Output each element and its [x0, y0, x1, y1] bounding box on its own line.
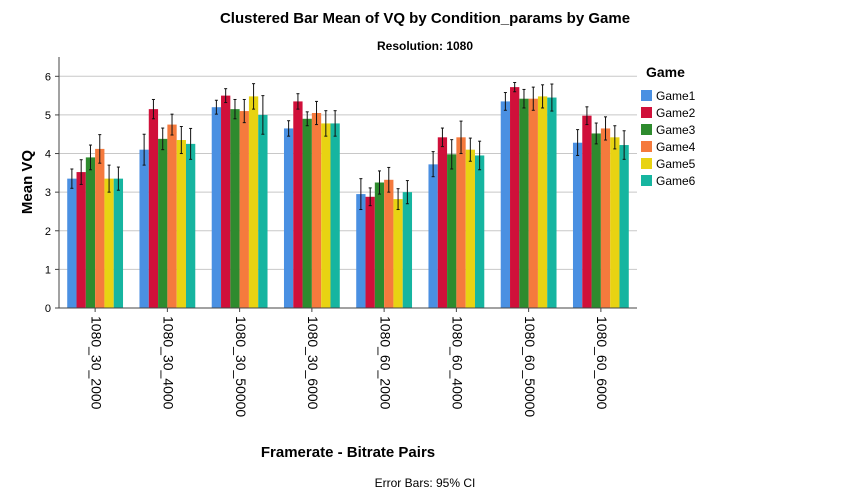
bar-game2-1080_30_6000 [293, 101, 303, 309]
y-tick-label: 5 [45, 110, 51, 122]
bar-game2-1080_60_4000 [437, 137, 448, 308]
legend-label-game4: Game4 [656, 140, 696, 154]
legend-items: Game1 Game2 Game3 Game4 Game5 Game6 [641, 89, 696, 188]
legend-swatch-game2 [641, 107, 652, 118]
bar-game1-1080_30_4000 [139, 149, 149, 308]
footnote: Error Bars: 95% CI [375, 476, 476, 490]
bar-game5-1080_30_4000 [176, 140, 186, 308]
y-tick-label: 0 [45, 303, 51, 315]
bar-game3-1080_30_6000 [302, 118, 312, 309]
legend: Game Game1 Game2 Game3 Game4 Game5 Game6 [641, 64, 696, 188]
x-tick-label: 1080_30_6000 [305, 316, 321, 410]
bar-game2-1080_60_2000 [365, 196, 375, 308]
bar-game5-1080_60_2000 [393, 199, 403, 308]
legend-label-game3: Game3 [656, 123, 696, 137]
y-axis-title: Mean VQ [19, 150, 36, 215]
y-tick-label: 6 [45, 71, 51, 83]
legend-swatch-game4 [641, 141, 652, 152]
bar-game2-1080_30_4000 [148, 109, 159, 308]
bar-game3-1080_60_6000 [591, 133, 601, 308]
bar-game6-1080_30_2000 [113, 178, 124, 308]
y-tick-label: 1 [45, 264, 51, 276]
bar-game5-1080_30_2000 [104, 178, 114, 308]
bar-game3-1080_60_50000 [519, 98, 529, 308]
bar-game1-1080_60_2000 [356, 194, 366, 308]
bars [67, 87, 629, 309]
y-tick-label: 4 [45, 149, 51, 161]
x-tick-label: 1080_30_4000 [161, 316, 177, 410]
y-axis-ticks: 0 1 2 3 4 5 6 [45, 71, 59, 315]
bar-game3-1080_30_2000 [85, 157, 96, 308]
bar-game5-1080_60_6000 [610, 137, 620, 308]
bar-game6-1080_30_6000 [330, 123, 340, 309]
bar-game5-1080_30_50000 [248, 96, 259, 308]
bar-game1-1080_60_6000 [572, 142, 583, 308]
bar-game6-1080_60_4000 [474, 155, 485, 308]
bar-game5-1080_30_6000 [321, 123, 331, 309]
x-tick-label: 1080_60_50000 [522, 316, 538, 417]
legend-label-game6: Game6 [656, 174, 696, 188]
error-bars [70, 81, 626, 211]
x-axis-ticks: 1080_30_2000 1080_30_4000 1080_30_50000 108… [88, 308, 610, 417]
bar-game6-1080_60_6000 [619, 145, 629, 308]
x-tick-label: 1080_60_2000 [377, 316, 393, 410]
bar-game1-1080_30_6000 [283, 128, 294, 308]
y-tick-label: 2 [45, 226, 51, 238]
bar-game6-1080_30_50000 [258, 114, 268, 308]
bar-game2-1080_60_6000 [582, 115, 592, 309]
bar-game6-1080_30_4000 [185, 143, 196, 308]
chart-title: Clustered Bar Mean of VQ by Condition_pa… [220, 10, 630, 27]
bar-game1-1080_30_2000 [67, 178, 77, 308]
bar-game1-1080_60_4000 [428, 164, 438, 308]
bar-game4-1080_60_4000 [456, 137, 466, 308]
bar-game2-1080_30_2000 [76, 172, 86, 308]
bar-game3-1080_30_50000 [230, 109, 240, 308]
bar-game5-1080_60_4000 [465, 149, 475, 308]
bar-game4-1080_60_6000 [600, 128, 611, 308]
legend-swatch-game5 [641, 158, 652, 169]
bar-game4-1080_60_50000 [528, 98, 538, 308]
bar-game3-1080_60_2000 [374, 182, 385, 308]
bar-game4-1080_60_2000 [384, 179, 394, 308]
bar-game2-1080_60_50000 [510, 87, 520, 309]
bar-game3-1080_30_4000 [158, 138, 168, 308]
bar-game4-1080_30_4000 [167, 124, 177, 308]
bar-game4-1080_30_50000 [239, 111, 249, 308]
legend-swatch-game6 [641, 175, 652, 186]
legend-label-game1: Game1 [656, 89, 696, 103]
bar-game5-1080_60_50000 [537, 96, 548, 308]
chart-subtitle: Resolution: 1080 [377, 39, 473, 53]
legend-label-game2: Game2 [656, 106, 696, 120]
bar-game6-1080_60_50000 [547, 97, 557, 309]
x-tick-label: 1080_60_6000 [594, 316, 610, 410]
legend-swatch-game1 [641, 90, 652, 101]
x-tick-label: 1080_30_50000 [233, 316, 249, 417]
x-tick-label: 1080_60_4000 [450, 316, 466, 410]
legend-swatch-game3 [641, 124, 652, 135]
bar-game4-1080_30_2000 [95, 148, 105, 308]
bar-game1-1080_60_50000 [500, 101, 511, 309]
bar-game3-1080_60_4000 [447, 154, 457, 308]
legend-title: Game [646, 64, 685, 80]
bar-game1-1080_30_50000 [211, 107, 222, 308]
bar-game6-1080_60_2000 [402, 192, 413, 308]
y-tick-label: 3 [45, 187, 51, 199]
x-tick-label: 1080_30_2000 [88, 316, 104, 410]
bar-game2-1080_30_50000 [221, 95, 231, 308]
bar-game4-1080_30_6000 [311, 112, 322, 308]
x-axis-title: Framerate - Bitrate Pairs [261, 444, 435, 461]
legend-label-game5: Game5 [656, 157, 696, 171]
